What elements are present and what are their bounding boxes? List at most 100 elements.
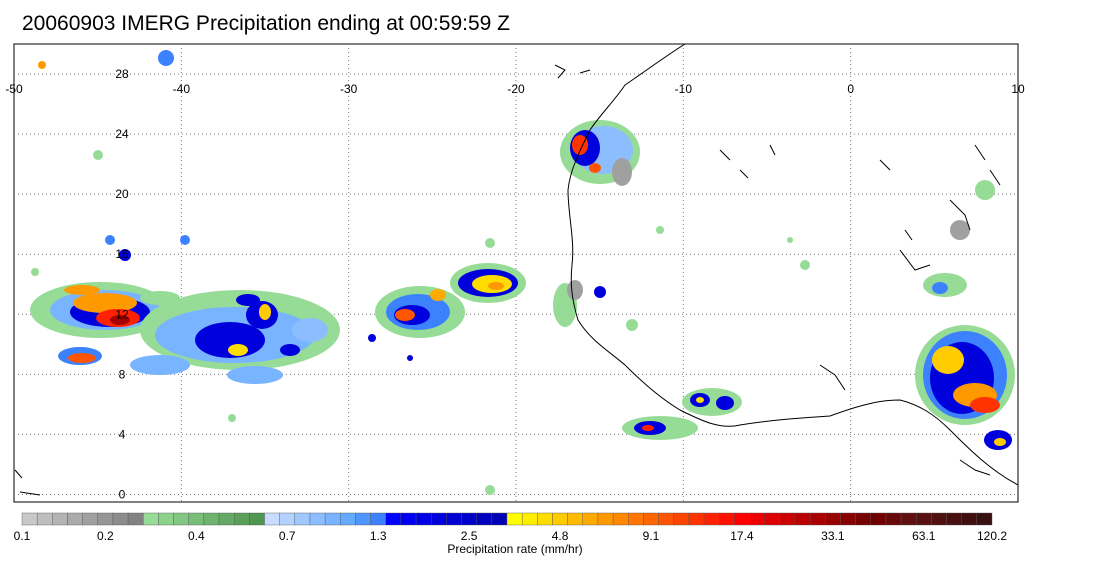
colorbar-swatch [127, 512, 144, 526]
lon-tick-label: 10 [1011, 82, 1025, 96]
colorbar-swatch [961, 512, 978, 526]
colorbar-tick-label: 120.2 [976, 529, 1008, 543]
colorbar-swatch [173, 512, 189, 526]
colorbar-tick-label: 17.4 [730, 529, 754, 543]
colorbar-swatch [279, 512, 296, 526]
colorbar-tick-label: 33.1 [821, 529, 845, 543]
colorbar-swatch [21, 512, 38, 526]
colorbar-swatch [794, 512, 811, 526]
colorbar-tick-label: 4.8 [551, 529, 569, 543]
colorbar-swatch [370, 512, 386, 526]
colorbar-swatch [188, 512, 205, 526]
colorbar-swatch [900, 512, 917, 526]
colorbar-swatch [264, 512, 280, 526]
colorbar-swatch [779, 512, 796, 526]
colorbar-tick-label: 0.4 [187, 529, 205, 543]
colorbar-swatch [809, 512, 826, 526]
colorbar-swatch [52, 512, 68, 526]
colorbar-swatch [658, 512, 674, 526]
colorbar-swatch [734, 512, 750, 526]
storm-cluster-central-west [130, 290, 340, 384]
colorbar-swatch [203, 512, 220, 526]
colorbar-swatch [233, 512, 250, 526]
colorbar-swatch [294, 512, 311, 526]
colorbar-swatch [870, 512, 887, 526]
colorbar-swatch [688, 512, 705, 526]
colorbar-tick-label: 9.1 [642, 529, 660, 543]
storm-cluster-mid-atlantic [375, 263, 526, 338]
lat-tick-label: 16 [115, 247, 129, 261]
lon-tick-label: -10 [675, 82, 693, 96]
colorbar-swatch [400, 512, 417, 526]
colorbar-tick-label: 1.3 [369, 529, 387, 543]
lat-tick-label: 8 [119, 367, 126, 381]
coastlines [14, 44, 1018, 496]
lat-tick-label: 20 [115, 187, 129, 201]
longitude-tick-labels: -50 -40 -30 -20 -10 0 10 [5, 82, 1025, 96]
latitude-tick-labels: 28 24 20 16 12 8 4 0 [115, 67, 129, 501]
colorbar-swatch [324, 512, 341, 526]
colorbar-swatch [82, 512, 98, 526]
colorbar-swatch [218, 512, 235, 526]
colorbar-swatch [158, 512, 174, 526]
storm-cluster-guinea [622, 388, 742, 440]
colorbar-tick-label: 63.1 [912, 529, 936, 543]
colorbar-swatch [431, 512, 447, 526]
colorbar-swatch [749, 512, 765, 526]
colorbar-tick-label: 0.2 [97, 529, 114, 543]
storm-cluster-african-coast [553, 120, 640, 327]
colorbar-swatch [885, 512, 902, 526]
colorbar-swatch [97, 512, 114, 526]
colorbar-swatch [946, 512, 962, 526]
colorbar-swatch [143, 512, 159, 526]
lat-tick-label: 4 [119, 427, 126, 441]
colorbar-tick-label: 2.5 [460, 529, 478, 543]
colorbar-swatch [112, 512, 129, 526]
colorbar-swatch [340, 512, 356, 526]
colorbar-swatch [309, 512, 326, 526]
colorbar-swatch [718, 512, 735, 526]
colorbar-swatch [476, 512, 493, 526]
colorbar-swatch [825, 512, 841, 526]
colorbar-tick-label: 0.1 [13, 529, 31, 543]
colorbar-swatch [67, 512, 83, 526]
colorbar-swatch [491, 512, 508, 526]
colorbar-swatch [567, 512, 583, 526]
graticule [14, 44, 1018, 502]
colorbar-swatch [552, 512, 568, 526]
colorbar-swatch [506, 512, 523, 526]
colorbar-swatch [597, 512, 614, 526]
colorbar-swatch [840, 512, 856, 526]
lat-tick-label: 24 [115, 127, 129, 141]
lat-tick-label: 28 [115, 67, 129, 81]
colorbar-swatch [521, 512, 538, 526]
storm-cluster-east [915, 273, 1015, 450]
colorbar-swatch [36, 512, 53, 526]
colorbar-swatch [916, 512, 932, 526]
lat-tick-label: 0 [119, 487, 126, 501]
colorbar-swatch [249, 512, 265, 526]
colorbar-swatch [446, 512, 462, 526]
colorbar-swatch [628, 512, 644, 526]
scattered-cells [31, 50, 995, 495]
colorbar [21, 512, 993, 526]
colorbar-label: Precipitation rate (mm/hr) [447, 542, 583, 556]
colorbar-swatch [582, 512, 599, 526]
lon-tick-label: -50 [5, 82, 23, 96]
colorbar-swatch [643, 512, 659, 526]
colorbar-swatch [673, 512, 690, 526]
storm-cluster-west [30, 282, 180, 365]
colorbar-swatch [461, 512, 477, 526]
lon-tick-label: -30 [340, 82, 358, 96]
colorbar-swatch [764, 512, 781, 526]
precipitation-field [14, 44, 1018, 496]
lon-tick-label: -40 [173, 82, 191, 96]
map-title: 20060903 IMERG Precipitation ending at 0… [22, 12, 510, 35]
lon-tick-label: -20 [507, 82, 525, 96]
colorbar-swatch [385, 512, 402, 526]
lat-tick-label: 12 [115, 307, 129, 321]
colorbar-swatch [855, 512, 871, 526]
colorbar-swatch [931, 512, 947, 526]
lon-tick-label: 0 [847, 82, 854, 96]
